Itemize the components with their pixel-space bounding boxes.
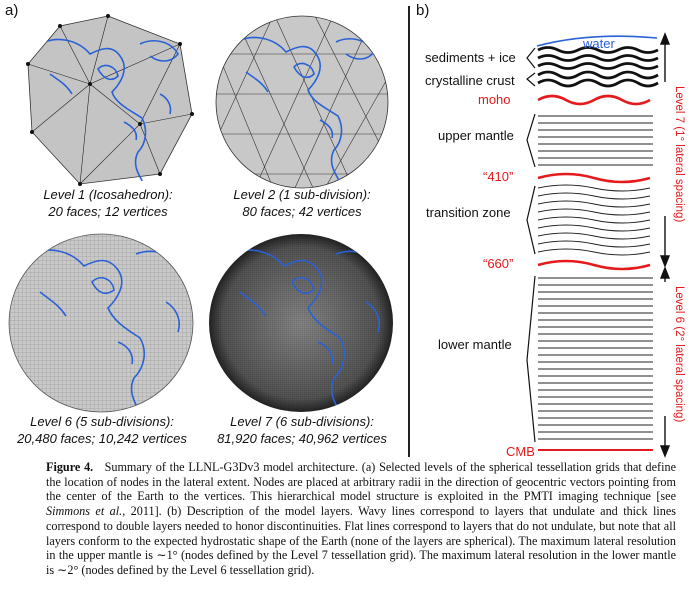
d660-line bbox=[537, 259, 651, 271]
panel-a-label: a) bbox=[5, 2, 19, 19]
level6-caption-line1: Level 6 (5 sub-divisions): bbox=[30, 414, 174, 429]
figure-caption-text: Summary of the LLNL-G3Dv3 model architec… bbox=[46, 460, 677, 504]
level1-caption: Level 1 (Icosahedron): 20 faces; 12 vert… bbox=[10, 186, 206, 220]
water-label: water bbox=[583, 36, 615, 51]
crust-lines bbox=[537, 70, 659, 88]
sediment-lines bbox=[537, 46, 659, 70]
level7-caption: Level 7 (6 sub-divisions): 81,920 faces;… bbox=[202, 413, 402, 447]
level7-caption-line2: 81,920 faces; 40,962 vertices bbox=[217, 431, 387, 446]
globe-level7 bbox=[206, 232, 396, 419]
level2-caption-line2: 80 faces; 42 vertices bbox=[242, 204, 362, 219]
figure-caption-citation: Simmons et al. bbox=[46, 504, 123, 519]
globe-level1 bbox=[20, 14, 196, 195]
level1-caption-line2: 20 faces; 12 vertices bbox=[48, 204, 168, 219]
globe-level6 bbox=[6, 232, 196, 419]
level7-caption-line1: Level 7 (6 sub-divisions): bbox=[230, 414, 374, 429]
level-arrows bbox=[659, 32, 670, 458]
level6-caption-line2: 20,480 faces; 10,242 vertices bbox=[17, 431, 187, 446]
braces bbox=[526, 47, 536, 443]
finer-grid-globe-image bbox=[209, 234, 393, 412]
figure-caption-text2: , 2011]. (b) Description of the model la… bbox=[46, 504, 677, 577]
figure-caption: Figure 4. Summary of the LLNL-G3Dv3 mode… bbox=[46, 460, 676, 578]
upper-mantle-brace bbox=[526, 113, 536, 168]
moho-label: moho bbox=[478, 92, 511, 107]
upper-mantle-label: upper mantle bbox=[438, 128, 514, 143]
lower-mantle-label: lower mantle bbox=[438, 337, 512, 352]
lower-mantle-lines bbox=[538, 277, 653, 440]
level1-caption-line1: Level 1 (Icosahedron): bbox=[43, 187, 173, 202]
sediments-label: sediments + ice bbox=[425, 50, 516, 65]
sediment-brace bbox=[526, 47, 536, 69]
figure-caption-title: Figure 4. bbox=[46, 460, 94, 474]
transition-zone-label: transition zone bbox=[426, 205, 511, 220]
d660-label: “660” bbox=[483, 256, 514, 271]
water-line bbox=[536, 35, 658, 47]
icosahedron-globe-image bbox=[26, 14, 194, 186]
d410-label: “410” bbox=[483, 169, 514, 184]
crust-brace bbox=[526, 72, 536, 87]
crust-label: crystalline crust bbox=[425, 73, 515, 88]
cmb-label: CMB bbox=[506, 444, 535, 459]
upper-mantle-lines bbox=[538, 115, 653, 166]
globe-level2 bbox=[214, 14, 390, 195]
transition-brace bbox=[526, 185, 536, 255]
subdivision-globe-image bbox=[215, 15, 389, 189]
level2-caption: Level 2 (1 sub-division): 80 faces; 42 v… bbox=[204, 186, 400, 220]
level6-spacing-label: Level 6 (2° lateral spacing) bbox=[673, 286, 685, 423]
lower-mantle-brace bbox=[526, 275, 536, 443]
panel-divider bbox=[408, 6, 410, 457]
transition-lines bbox=[537, 184, 651, 256]
fine-grid-globe-image bbox=[8, 233, 194, 413]
level6-caption: Level 6 (5 sub-divisions): 20,480 faces;… bbox=[4, 413, 200, 447]
panel-b-label: b) bbox=[416, 2, 430, 19]
layers-diagram bbox=[526, 32, 670, 458]
d410-line bbox=[537, 172, 651, 184]
moho-line bbox=[537, 94, 651, 106]
level7-spacing-label: Level 7 (1° lateral spacing) bbox=[673, 86, 685, 223]
level2-caption-line1: Level 2 (1 sub-division): bbox=[233, 187, 371, 202]
